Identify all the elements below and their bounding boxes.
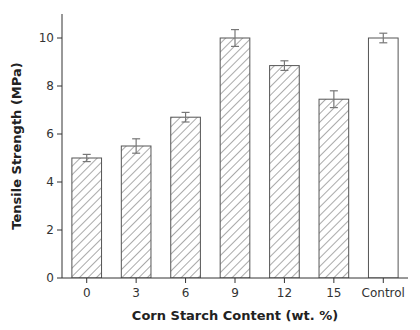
x-tick [136, 278, 137, 283]
chart-svg: 0 2 4 6 8 10 0 3 6 9 12 15 Control Corn Starch Conten… [0, 0, 420, 330]
x-tick [383, 278, 384, 283]
x-tick-label: 6 [182, 286, 190, 300]
error-bar [231, 30, 239, 47]
y-axis-line [62, 14, 63, 278]
error-bar [379, 33, 387, 43]
x-tick [235, 278, 236, 283]
y-tick [57, 38, 62, 39]
y-axis-label: Tensile Strength (MPa) [9, 62, 24, 229]
x-tick [333, 278, 334, 283]
x-axis-label: Corn Starch Content (wt. %) [132, 308, 338, 323]
error-bar [83, 154, 91, 161]
y-tick [57, 182, 62, 183]
bar [270, 66, 300, 278]
y-tick-label: 2 [46, 223, 54, 237]
x-tick-label: 3 [132, 286, 140, 300]
bar [171, 117, 201, 278]
y-tick-label: 6 [46, 127, 54, 141]
x-tick [185, 278, 186, 283]
error-bar [182, 112, 190, 122]
y-tick [57, 230, 62, 231]
x-tick-label: 15 [326, 286, 341, 300]
y-tick [57, 134, 62, 135]
bars [72, 30, 398, 278]
y-tick-label: 4 [46, 175, 54, 189]
x-tick-label: 12 [277, 286, 292, 300]
error-bar [280, 61, 288, 71]
bar [72, 158, 102, 278]
error-bar [132, 139, 140, 153]
x-tick [86, 278, 87, 283]
bar [220, 38, 250, 278]
x-tick-label: 9 [231, 286, 239, 300]
y-tick-label: 8 [46, 79, 54, 93]
chart-container: 0 2 4 6 8 10 0 3 6 9 12 15 Control Corn Starch Conten… [0, 0, 420, 330]
bar [368, 38, 398, 278]
bar [319, 99, 349, 278]
error-bar [330, 91, 338, 108]
y-tick-label: 0 [46, 271, 54, 285]
x-tick-label: Control [362, 286, 405, 300]
bar [121, 146, 151, 278]
y-tick [57, 278, 62, 279]
y-tick-label: 10 [39, 31, 54, 45]
x-tick-label: 0 [83, 286, 91, 300]
x-tick [284, 278, 285, 283]
y-tick [57, 86, 62, 87]
